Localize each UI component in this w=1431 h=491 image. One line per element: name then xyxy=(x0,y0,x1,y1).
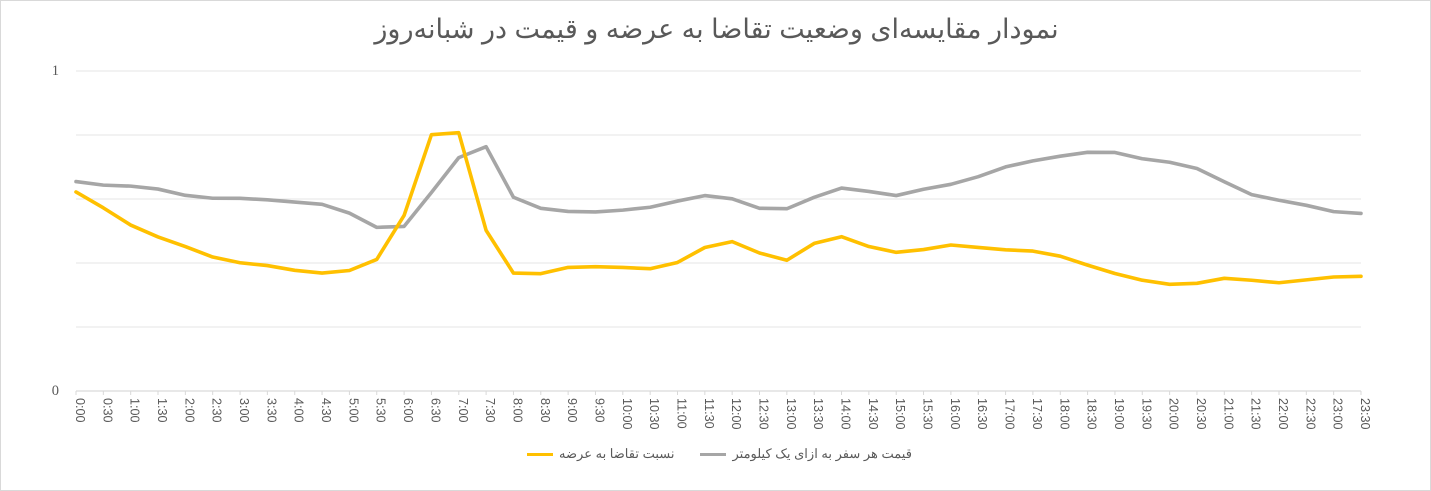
svg-text:0:00: 0:00 xyxy=(73,398,87,423)
svg-text:14:30: 14:30 xyxy=(866,398,880,430)
svg-text:9:30: 9:30 xyxy=(592,398,606,423)
svg-text:19:30: 19:30 xyxy=(1139,398,1153,430)
svg-text:4:00: 4:00 xyxy=(292,398,306,423)
svg-text:8:30: 8:30 xyxy=(538,398,552,423)
svg-text:15:00: 15:00 xyxy=(893,398,907,430)
svg-text:5:30: 5:30 xyxy=(374,398,388,423)
svg-text:1: 1 xyxy=(52,63,59,79)
svg-text:2:00: 2:00 xyxy=(182,398,196,423)
svg-text:23:30: 23:30 xyxy=(1358,398,1372,430)
svg-text:16:00: 16:00 xyxy=(948,398,962,430)
svg-text:15:30: 15:30 xyxy=(921,398,935,430)
svg-text:17:30: 17:30 xyxy=(1030,398,1044,430)
svg-text:7:30: 7:30 xyxy=(483,398,497,423)
svg-text:23:00: 23:00 xyxy=(1331,398,1345,430)
svg-text:13:00: 13:00 xyxy=(784,398,798,430)
svg-text:7:00: 7:00 xyxy=(456,398,470,423)
svg-text:19:00: 19:00 xyxy=(1112,398,1126,430)
svg-text:2:30: 2:30 xyxy=(210,398,224,423)
svg-text:5:00: 5:00 xyxy=(346,398,360,423)
svg-text:17:00: 17:00 xyxy=(1003,398,1017,430)
svg-text:12:00: 12:00 xyxy=(729,398,743,430)
svg-text:21:30: 21:30 xyxy=(1249,398,1263,430)
svg-text:6:00: 6:00 xyxy=(401,398,415,423)
svg-text:9:00: 9:00 xyxy=(565,398,579,423)
svg-text:16:30: 16:30 xyxy=(975,398,989,430)
svg-text:22:00: 22:00 xyxy=(1276,398,1290,430)
svg-text:8:00: 8:00 xyxy=(510,398,524,423)
svg-text:1:30: 1:30 xyxy=(155,398,169,423)
svg-text:10:00: 10:00 xyxy=(620,398,634,430)
svg-text:11:30: 11:30 xyxy=(702,398,716,429)
svg-text:6:30: 6:30 xyxy=(428,398,442,423)
svg-text:3:00: 3:00 xyxy=(237,398,251,423)
svg-text:18:00: 18:00 xyxy=(1057,398,1071,430)
svg-text:13:30: 13:30 xyxy=(811,398,825,430)
svg-text:0:30: 0:30 xyxy=(100,398,114,423)
svg-text:0: 0 xyxy=(52,383,59,399)
svg-text:3:30: 3:30 xyxy=(264,398,278,423)
svg-text:21:00: 21:00 xyxy=(1221,398,1235,430)
svg-text:18:30: 18:30 xyxy=(1085,398,1099,430)
svg-text:12:30: 12:30 xyxy=(757,398,771,430)
svg-text:4:30: 4:30 xyxy=(319,398,333,423)
svg-text:20:00: 20:00 xyxy=(1167,398,1181,430)
svg-text:1:00: 1:00 xyxy=(128,398,142,423)
svg-text:11:00: 11:00 xyxy=(674,398,688,429)
svg-text:14:00: 14:00 xyxy=(839,398,853,430)
svg-text:10:30: 10:30 xyxy=(647,398,661,430)
svg-text:20:30: 20:30 xyxy=(1194,398,1208,430)
svg-text:22:30: 22:30 xyxy=(1303,398,1317,430)
